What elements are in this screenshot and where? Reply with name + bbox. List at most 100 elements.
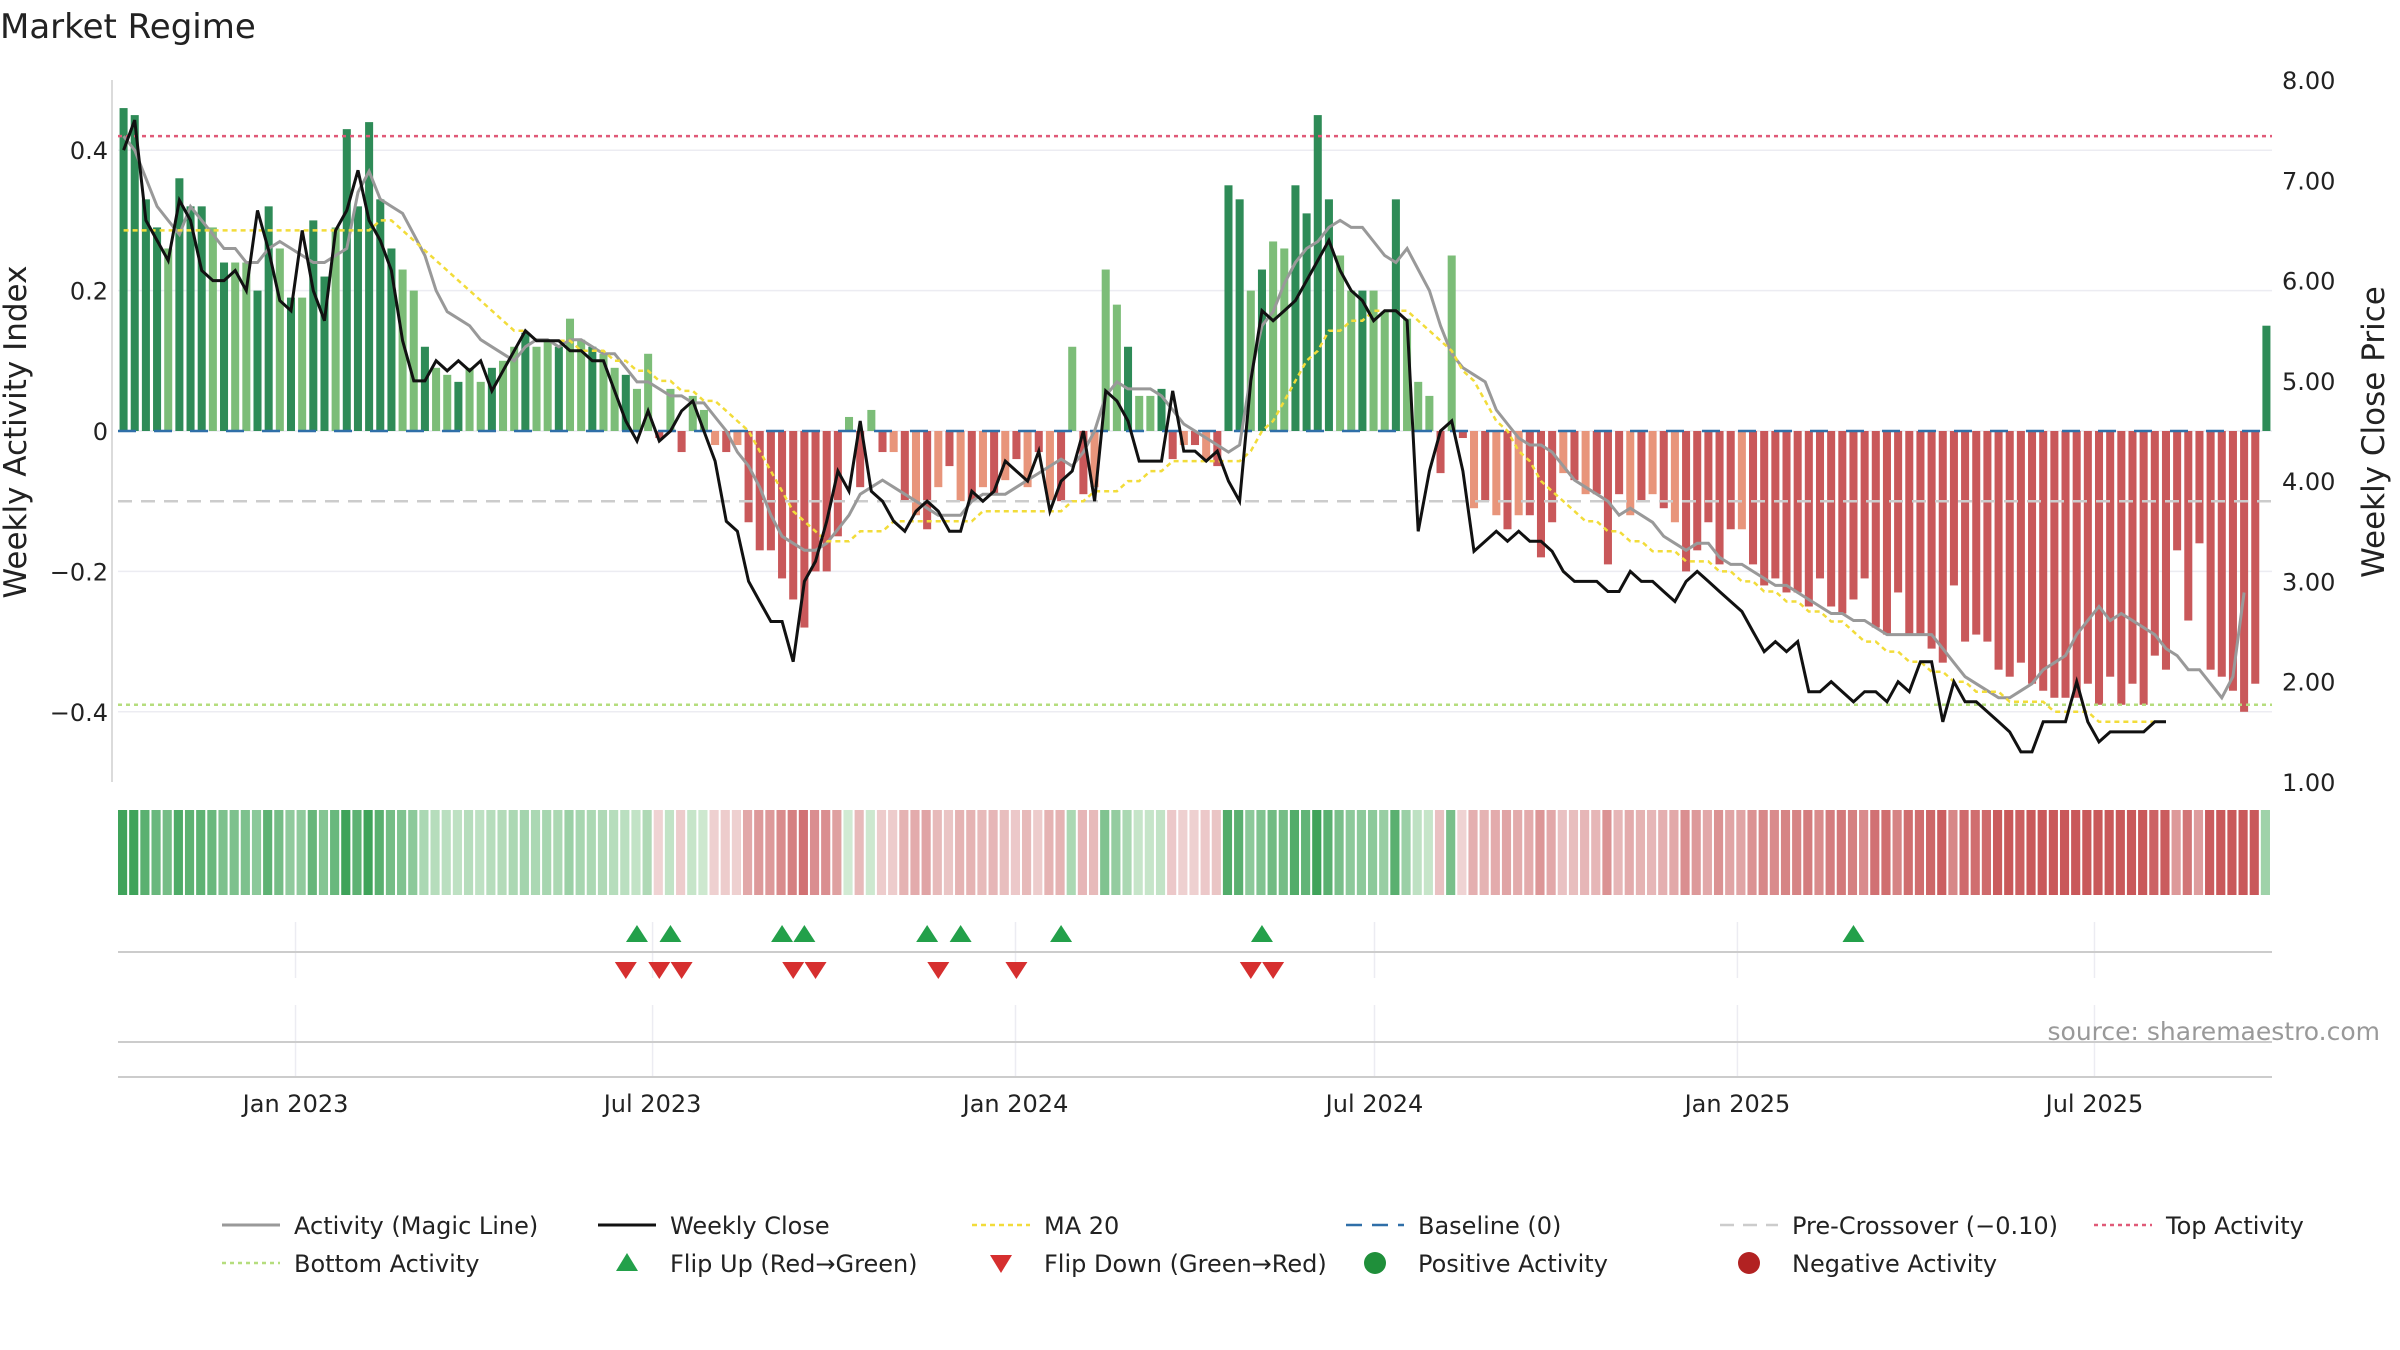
- heat-cell: [1513, 810, 1523, 895]
- legend-label: Top Activity: [2165, 1212, 2304, 1240]
- activity-bar: [599, 353, 608, 431]
- heat-cell: [330, 810, 340, 895]
- activity-bar: [231, 262, 240, 431]
- activity-bar: [1726, 431, 1735, 530]
- heat-cell: [765, 810, 775, 895]
- activity-bar: [476, 381, 485, 431]
- heat-cell: [207, 810, 217, 895]
- y-axis-left-label: Weekly Activity Index: [0, 266, 34, 599]
- activity-bar: [1269, 241, 1278, 431]
- heat-cell: [631, 810, 641, 895]
- source-label: source: sharemaestro.com: [2048, 1017, 2381, 1046]
- activity-bar: [1771, 431, 1780, 579]
- heat-cell: [430, 810, 440, 895]
- heat-cell: [542, 810, 552, 895]
- activity-bar: [1023, 431, 1032, 488]
- heat-cell: [530, 810, 541, 895]
- heat-cell: [385, 810, 396, 895]
- activity-bar: [800, 431, 809, 628]
- activity-bar: [945, 431, 954, 467]
- activity-bar: [699, 409, 708, 431]
- heat-cell: [609, 810, 619, 895]
- activity-bar: [1179, 431, 1188, 446]
- legend-label: Flip Up (Red→Green): [670, 1250, 918, 1278]
- heat-cell: [1680, 810, 1690, 895]
- activity-bar: [532, 346, 541, 431]
- heat-cell: [2126, 810, 2137, 895]
- heat-cell: [1423, 810, 1433, 895]
- activity-bar: [1324, 199, 1333, 431]
- activity-bar: [1246, 290, 1255, 431]
- activity-bar: [1648, 431, 1657, 495]
- activity-bar: [1481, 431, 1490, 502]
- heat-cell: [1669, 810, 1679, 895]
- heat-cell: [1892, 810, 1902, 895]
- activity-bar: [889, 431, 898, 453]
- y-tick-right: 8.00: [2282, 67, 2335, 95]
- legend-label: Weekly Close: [670, 1212, 830, 1240]
- legend-label: MA 20: [1044, 1212, 1119, 1240]
- heat-cell: [196, 810, 206, 895]
- activity-bar: [2005, 431, 2014, 677]
- activity-bar: [186, 206, 195, 431]
- activity-bar: [242, 262, 251, 431]
- activity-bar: [342, 129, 351, 431]
- flip-up-marker: [1842, 925, 1865, 942]
- activity-bar: [778, 431, 787, 579]
- flip-down-marker: [1239, 962, 1262, 979]
- activity-bar: [409, 290, 418, 431]
- activity-bar: [632, 388, 641, 431]
- activity-bar: [376, 199, 385, 431]
- heat-cell: [687, 810, 697, 895]
- x-tick-label: Jan 2024: [961, 1090, 1069, 1118]
- activity-bar: [2083, 431, 2092, 684]
- activity-bar: [856, 431, 865, 488]
- activity-bar: [1548, 431, 1557, 523]
- heat-cell: [397, 810, 407, 895]
- activity-bar: [2106, 431, 2115, 677]
- activity-bar: [1358, 290, 1367, 431]
- activity-bar: [1581, 431, 1590, 495]
- flip-down-marker: [782, 962, 805, 979]
- activity-bar: [443, 374, 452, 431]
- activity-bar: [175, 178, 184, 431]
- activity-bar: [911, 431, 921, 516]
- heat-cell: [2015, 810, 2025, 895]
- heat-cell: [1167, 810, 1177, 895]
- activity-bar: [1057, 431, 1066, 502]
- x-tick-label: Jan 2023: [241, 1090, 349, 1118]
- heat-cell: [977, 810, 987, 895]
- heat-cell: [2138, 810, 2148, 895]
- activity-bar: [789, 431, 798, 600]
- heat-cell: [475, 810, 485, 895]
- activity-bar: [2016, 431, 2025, 663]
- heat-cell: [162, 810, 172, 895]
- activity-bar: [1905, 431, 1914, 635]
- heat-cell: [1234, 810, 1244, 895]
- heat-cell: [1870, 810, 1880, 895]
- heat-cell: [754, 810, 764, 895]
- legend-item-ma20: MA 20: [972, 1212, 1119, 1240]
- x-tick-label: Jul 2024: [1324, 1090, 1424, 1118]
- heat-cell: [508, 810, 518, 895]
- flip-marker-panel: [118, 922, 2272, 979]
- flip-up-marker: [659, 925, 682, 942]
- activity-bar: [164, 248, 173, 431]
- activity-bar: [1369, 290, 1378, 431]
- flip-down-marker: [927, 962, 950, 979]
- heat-cell: [1959, 810, 1969, 895]
- heat-cell: [419, 810, 429, 895]
- heat-cell: [1926, 810, 1936, 895]
- activity-bar: [610, 367, 619, 431]
- activity-bar: [1469, 431, 1479, 509]
- legend-item-activity: Activity (Magic Line): [222, 1212, 538, 1240]
- activity-bar: [208, 227, 217, 431]
- heat-cell: [1133, 810, 1143, 895]
- heat-cell: [1501, 810, 1512, 895]
- activity-bar: [1536, 431, 1545, 558]
- heat-cell: [1334, 810, 1344, 895]
- heat-cell: [1457, 810, 1467, 895]
- heat-cell: [1312, 810, 1322, 895]
- activity-bar: [621, 374, 630, 431]
- heat-cell: [1412, 810, 1422, 895]
